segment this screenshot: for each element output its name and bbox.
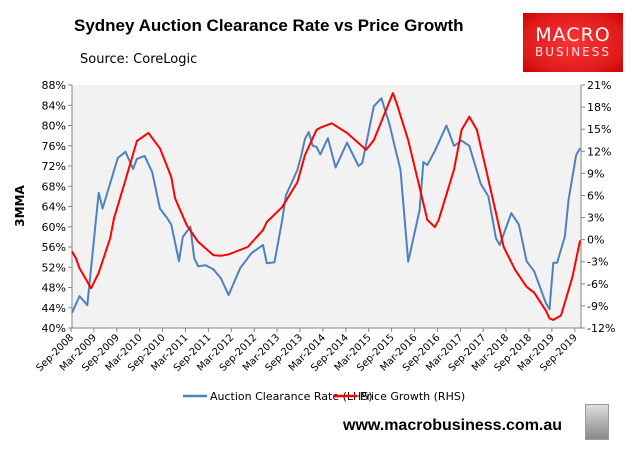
right-tick-label: 12% bbox=[587, 145, 611, 158]
left-tick-label: 60% bbox=[42, 221, 66, 234]
plot-area bbox=[72, 85, 581, 328]
left-tick-label: 44% bbox=[42, 302, 66, 315]
left-tick-label: 68% bbox=[42, 180, 66, 193]
left-tick-label: 56% bbox=[42, 241, 66, 254]
right-tick-label: 15% bbox=[587, 123, 611, 136]
right-tick-label: -6% bbox=[587, 278, 608, 291]
legend-label: Auction Clearance Rate (LHS) bbox=[210, 390, 373, 403]
left-tick-label: 72% bbox=[42, 160, 66, 173]
right-tick-label: 0% bbox=[587, 234, 604, 247]
macrobusiness-logo: MACRO BUSINESS bbox=[523, 13, 623, 72]
y-axis-label: 3MMA bbox=[13, 185, 27, 227]
right-tick-label: 6% bbox=[587, 189, 604, 202]
right-tick-label: 3% bbox=[587, 212, 604, 225]
chart-title: Sydney Auction Clearance Rate vs Price G… bbox=[74, 16, 464, 35]
left-tick-label: 76% bbox=[42, 140, 66, 153]
right-tick-label: 18% bbox=[587, 101, 611, 114]
left-tick-label: 84% bbox=[42, 99, 66, 112]
wolf-logo-icon bbox=[585, 404, 609, 440]
left-tick-label: 64% bbox=[42, 201, 66, 214]
left-tick-label: 40% bbox=[42, 322, 66, 335]
logo-line1: MACRO bbox=[535, 24, 611, 46]
right-tick-label: -12% bbox=[587, 322, 615, 335]
left-tick-label: 52% bbox=[42, 261, 66, 274]
left-tick-label: 88% bbox=[42, 79, 66, 92]
right-tick-label: 21% bbox=[587, 79, 611, 92]
left-tick-label: 80% bbox=[42, 120, 66, 133]
website-url: www.macrobusiness.com.au bbox=[343, 417, 563, 434]
logo-line2: BUSINESS bbox=[535, 45, 611, 59]
right-tick-label: 9% bbox=[587, 167, 604, 180]
right-tick-label: -9% bbox=[587, 300, 608, 313]
right-tick-label: -3% bbox=[587, 256, 608, 269]
left-tick-label: 48% bbox=[42, 282, 66, 295]
legend-label: Price Growth (RHS) bbox=[360, 390, 465, 403]
chart-source: Source: CoreLogic bbox=[80, 52, 198, 67]
